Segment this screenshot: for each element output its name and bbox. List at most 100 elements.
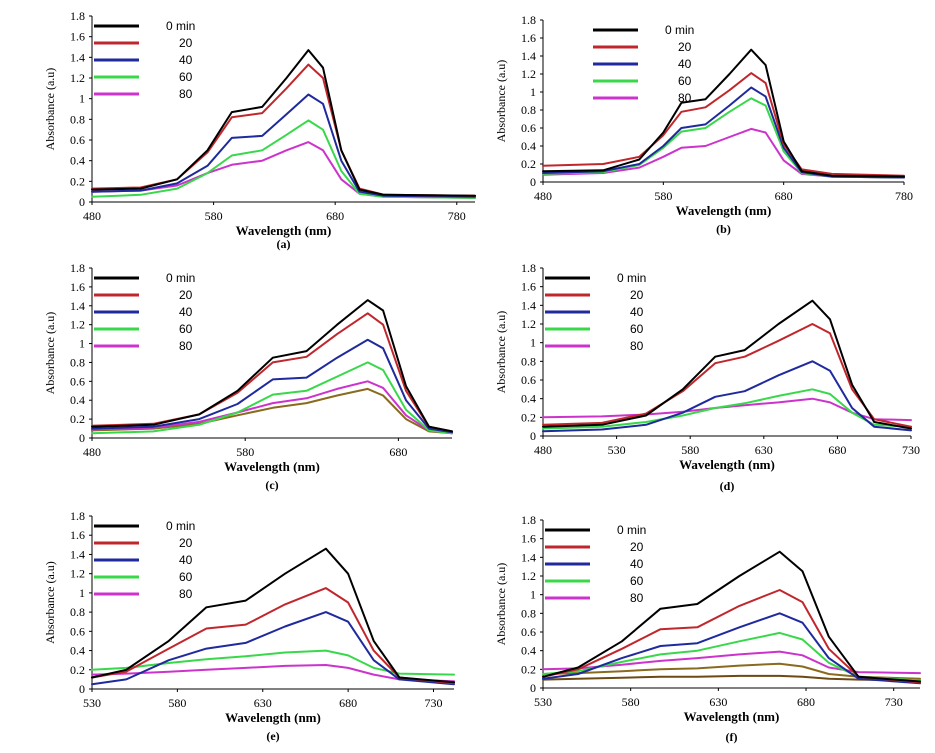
panel-label: (e) <box>266 729 279 743</box>
y-tick-label: 0.8 <box>521 103 536 117</box>
series-line-40 <box>542 360 912 433</box>
y-tick-label: 1.2 <box>521 569 536 583</box>
y-axis-title: Absorbance (a.u) <box>494 311 508 394</box>
y-axis-title: Absorbance (a.u) <box>43 68 57 151</box>
y-tick-label: 1.4 <box>521 550 536 564</box>
series-line-120 <box>542 674 921 682</box>
legend-label: 60 <box>179 570 193 584</box>
y-tick-label: 0.6 <box>70 133 85 147</box>
y-tick-label: 1.2 <box>70 567 85 581</box>
y-tick-label: 0.6 <box>70 624 85 638</box>
y-tick-label: 0.2 <box>521 662 536 676</box>
x-tick-label: 680 <box>775 189 793 203</box>
y-tick-label: 0.8 <box>70 355 85 369</box>
x-tick-label: 780 <box>448 209 466 223</box>
legend-label: 40 <box>678 57 692 71</box>
y-tick-label: 1.6 <box>521 280 536 294</box>
series-line-80 <box>91 664 455 683</box>
legend-label: 0 min <box>617 523 646 537</box>
x-tick-label: 680 <box>326 209 344 223</box>
y-tick-label: 0.4 <box>521 392 536 406</box>
y-tick-label: 1.2 <box>521 67 536 81</box>
y-tick-label: 1.6 <box>521 31 536 45</box>
y-tick-label: 0.2 <box>70 663 85 677</box>
x-axis-title: Wavelength (nm) <box>684 709 780 724</box>
legend-label: 0 min <box>166 19 195 33</box>
panel-label: (b) <box>716 222 731 236</box>
series-line-100 <box>542 662 921 680</box>
y-tick-label: 0.2 <box>521 157 536 171</box>
legend-label: 60 <box>179 322 193 336</box>
chart-panel-2: 0 0.2 0.4 0.6 0.8 1 1.2 1.4 1.6 1.8 480 580 680 Wavel… <box>43 261 453 492</box>
legend-label: 80 <box>179 87 193 101</box>
x-tick-label: 480 <box>534 189 552 203</box>
legend-label: 40 <box>630 305 644 319</box>
legend-label: 20 <box>630 540 644 554</box>
y-tick-label: 1 <box>79 337 85 351</box>
series-line-0-min <box>542 48 905 178</box>
y-tick-label: 1.8 <box>521 13 536 27</box>
x-tick-label: 530 <box>83 696 101 710</box>
legend-label: 20 <box>179 36 193 50</box>
series-line-40 <box>542 612 921 685</box>
series-line-0-min <box>542 550 921 683</box>
series-line-0-min <box>91 299 453 433</box>
series-line-20 <box>91 63 476 197</box>
x-tick-label: 530 <box>534 695 552 709</box>
y-tick-label: 0.8 <box>521 606 536 620</box>
series-line-80 <box>91 380 453 435</box>
x-tick-label: 730 <box>902 443 920 457</box>
y-axis-title: Absorbance (a.u) <box>43 312 57 395</box>
y-tick-label: 1.4 <box>521 49 536 63</box>
x-tick-label: 480 <box>83 209 101 223</box>
y-axis-title: Absorbance (a.u) <box>494 60 508 143</box>
legend-label: 0 min <box>665 23 694 37</box>
y-tick-label: 0.6 <box>70 374 85 388</box>
y-tick-label: 1.4 <box>521 298 536 312</box>
series-line-60 <box>91 119 476 199</box>
y-tick-label: 1.8 <box>521 261 536 275</box>
y-tick-label: 0.4 <box>521 644 536 658</box>
y-tick-label: 1.2 <box>521 317 536 331</box>
legend-label: 20 <box>678 40 692 54</box>
series-line-20 <box>91 587 455 685</box>
y-tick-label: 0.4 <box>70 154 85 168</box>
legend-label: 0 min <box>166 519 195 533</box>
y-tick-label: 1 <box>530 588 536 602</box>
y-tick-label: 1.6 <box>70 30 85 44</box>
x-tick-label: 680 <box>828 443 846 457</box>
legend-label: 80 <box>630 339 644 353</box>
series-line-20 <box>542 72 905 177</box>
y-tick-label: 0.2 <box>70 174 85 188</box>
legend-label: 0 min <box>166 271 195 285</box>
panel-label: (a) <box>277 237 291 251</box>
x-tick-label: 680 <box>797 695 815 709</box>
legend-label: 40 <box>179 305 193 319</box>
chart-panel-4: 0 0.2 0.4 0.6 0.8 1 1.2 1.4 1.6 1.8 530 580 630 680 73… <box>43 509 455 743</box>
y-tick-label: 1 <box>530 85 536 99</box>
legend-label: 80 <box>678 91 692 105</box>
y-tick-label: 1 <box>79 586 85 600</box>
y-tick-label: 0 <box>530 175 536 189</box>
y-tick-label: 0.8 <box>521 354 536 368</box>
legend-label: 80 <box>179 339 193 353</box>
legend-label: 20 <box>179 288 193 302</box>
panel-label: (c) <box>265 478 278 492</box>
y-tick-label: 0 <box>79 195 85 209</box>
legend-label: 20 <box>179 536 193 550</box>
x-tick-label: 530 <box>608 443 626 457</box>
y-tick-label: 0 <box>79 431 85 445</box>
chart-panel-0: 0 0.2 0.4 0.6 0.8 1 1.2 1.4 1.6 1.8 480 580 680 780 Wa… <box>43 9 476 251</box>
x-tick-label: 580 <box>168 696 186 710</box>
legend-label: 20 <box>630 288 644 302</box>
y-tick-label: 0 <box>530 681 536 695</box>
series-line-100 <box>91 387 453 435</box>
y-tick-label: 1.8 <box>70 509 85 523</box>
x-axis-title: Wavelength (nm) <box>236 223 332 238</box>
legend-label: 80 <box>179 587 193 601</box>
series-line-60 <box>542 631 921 682</box>
series-line-60 <box>91 649 455 676</box>
y-tick-label: 1.6 <box>70 280 85 294</box>
y-tick-label: 1.2 <box>70 71 85 85</box>
